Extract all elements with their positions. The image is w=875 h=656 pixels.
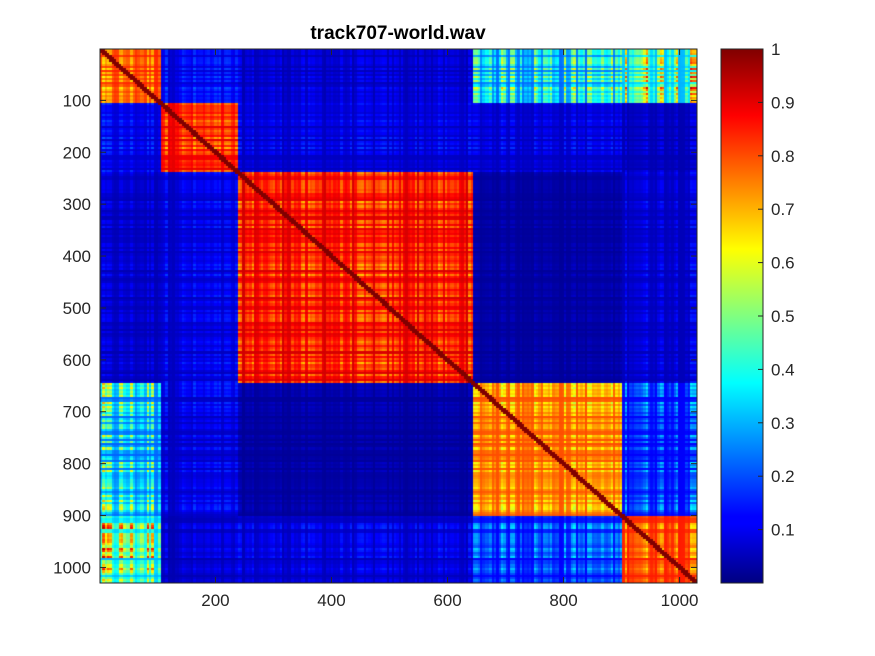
colorbar-tick-label: 0.7 <box>771 200 795 219</box>
colorbar-tick-label: 0.8 <box>771 147 795 166</box>
colorbar-tick-label: 1 <box>771 40 780 59</box>
chart-title: track707-world.wav <box>310 23 486 44</box>
plot-frame <box>99 48 698 584</box>
y-tick-label: 100 <box>63 91 91 110</box>
colorbar-tick-label: 0.5 <box>771 307 795 326</box>
y-tick-label: 1000 <box>53 558 91 577</box>
colorbar-ticks: 0.1 0.2 0.3 0.4 0.5 0.6 0.7 0.8 0.9 1 <box>758 40 795 540</box>
colorbar-gradient <box>721 49 763 583</box>
y-axis: 100 200 300 400 500 600 700 800 900 1000 <box>53 91 697 577</box>
y-tick-label: 800 <box>63 455 91 474</box>
x-tick-label: 600 <box>433 591 461 610</box>
colorbar-tick-label: 0.3 <box>771 414 795 433</box>
x-tick-label: 400 <box>317 591 345 610</box>
y-tick-label: 600 <box>63 351 91 370</box>
colorbar-tick-label: 0.1 <box>771 521 795 540</box>
y-tick-label: 400 <box>63 247 91 266</box>
colorbar-tick-label: 0.6 <box>771 254 795 273</box>
colorbar: 0.1 0.2 0.3 0.4 0.5 0.6 0.7 0.8 0.9 1 <box>720 40 795 584</box>
y-tick-label: 300 <box>63 195 91 214</box>
colorbar-tick-label: 0.9 <box>771 93 795 112</box>
x-tick-label: 1000 <box>661 591 699 610</box>
y-tick-label: 900 <box>63 507 91 526</box>
x-tick-label: 200 <box>201 591 229 610</box>
y-tick-label: 700 <box>63 403 91 422</box>
heatmap-canvas <box>100 49 697 583</box>
x-tick-label: 800 <box>549 591 577 610</box>
x-axis: 200 400 600 800 1000 <box>201 49 699 610</box>
y-tick-label: 500 <box>63 299 91 318</box>
colorbar-tick-label: 0.4 <box>771 360 795 379</box>
y-tick-label: 200 <box>63 143 91 162</box>
colorbar-tick-label: 0.2 <box>771 467 795 486</box>
heatmap-area <box>99 48 698 584</box>
